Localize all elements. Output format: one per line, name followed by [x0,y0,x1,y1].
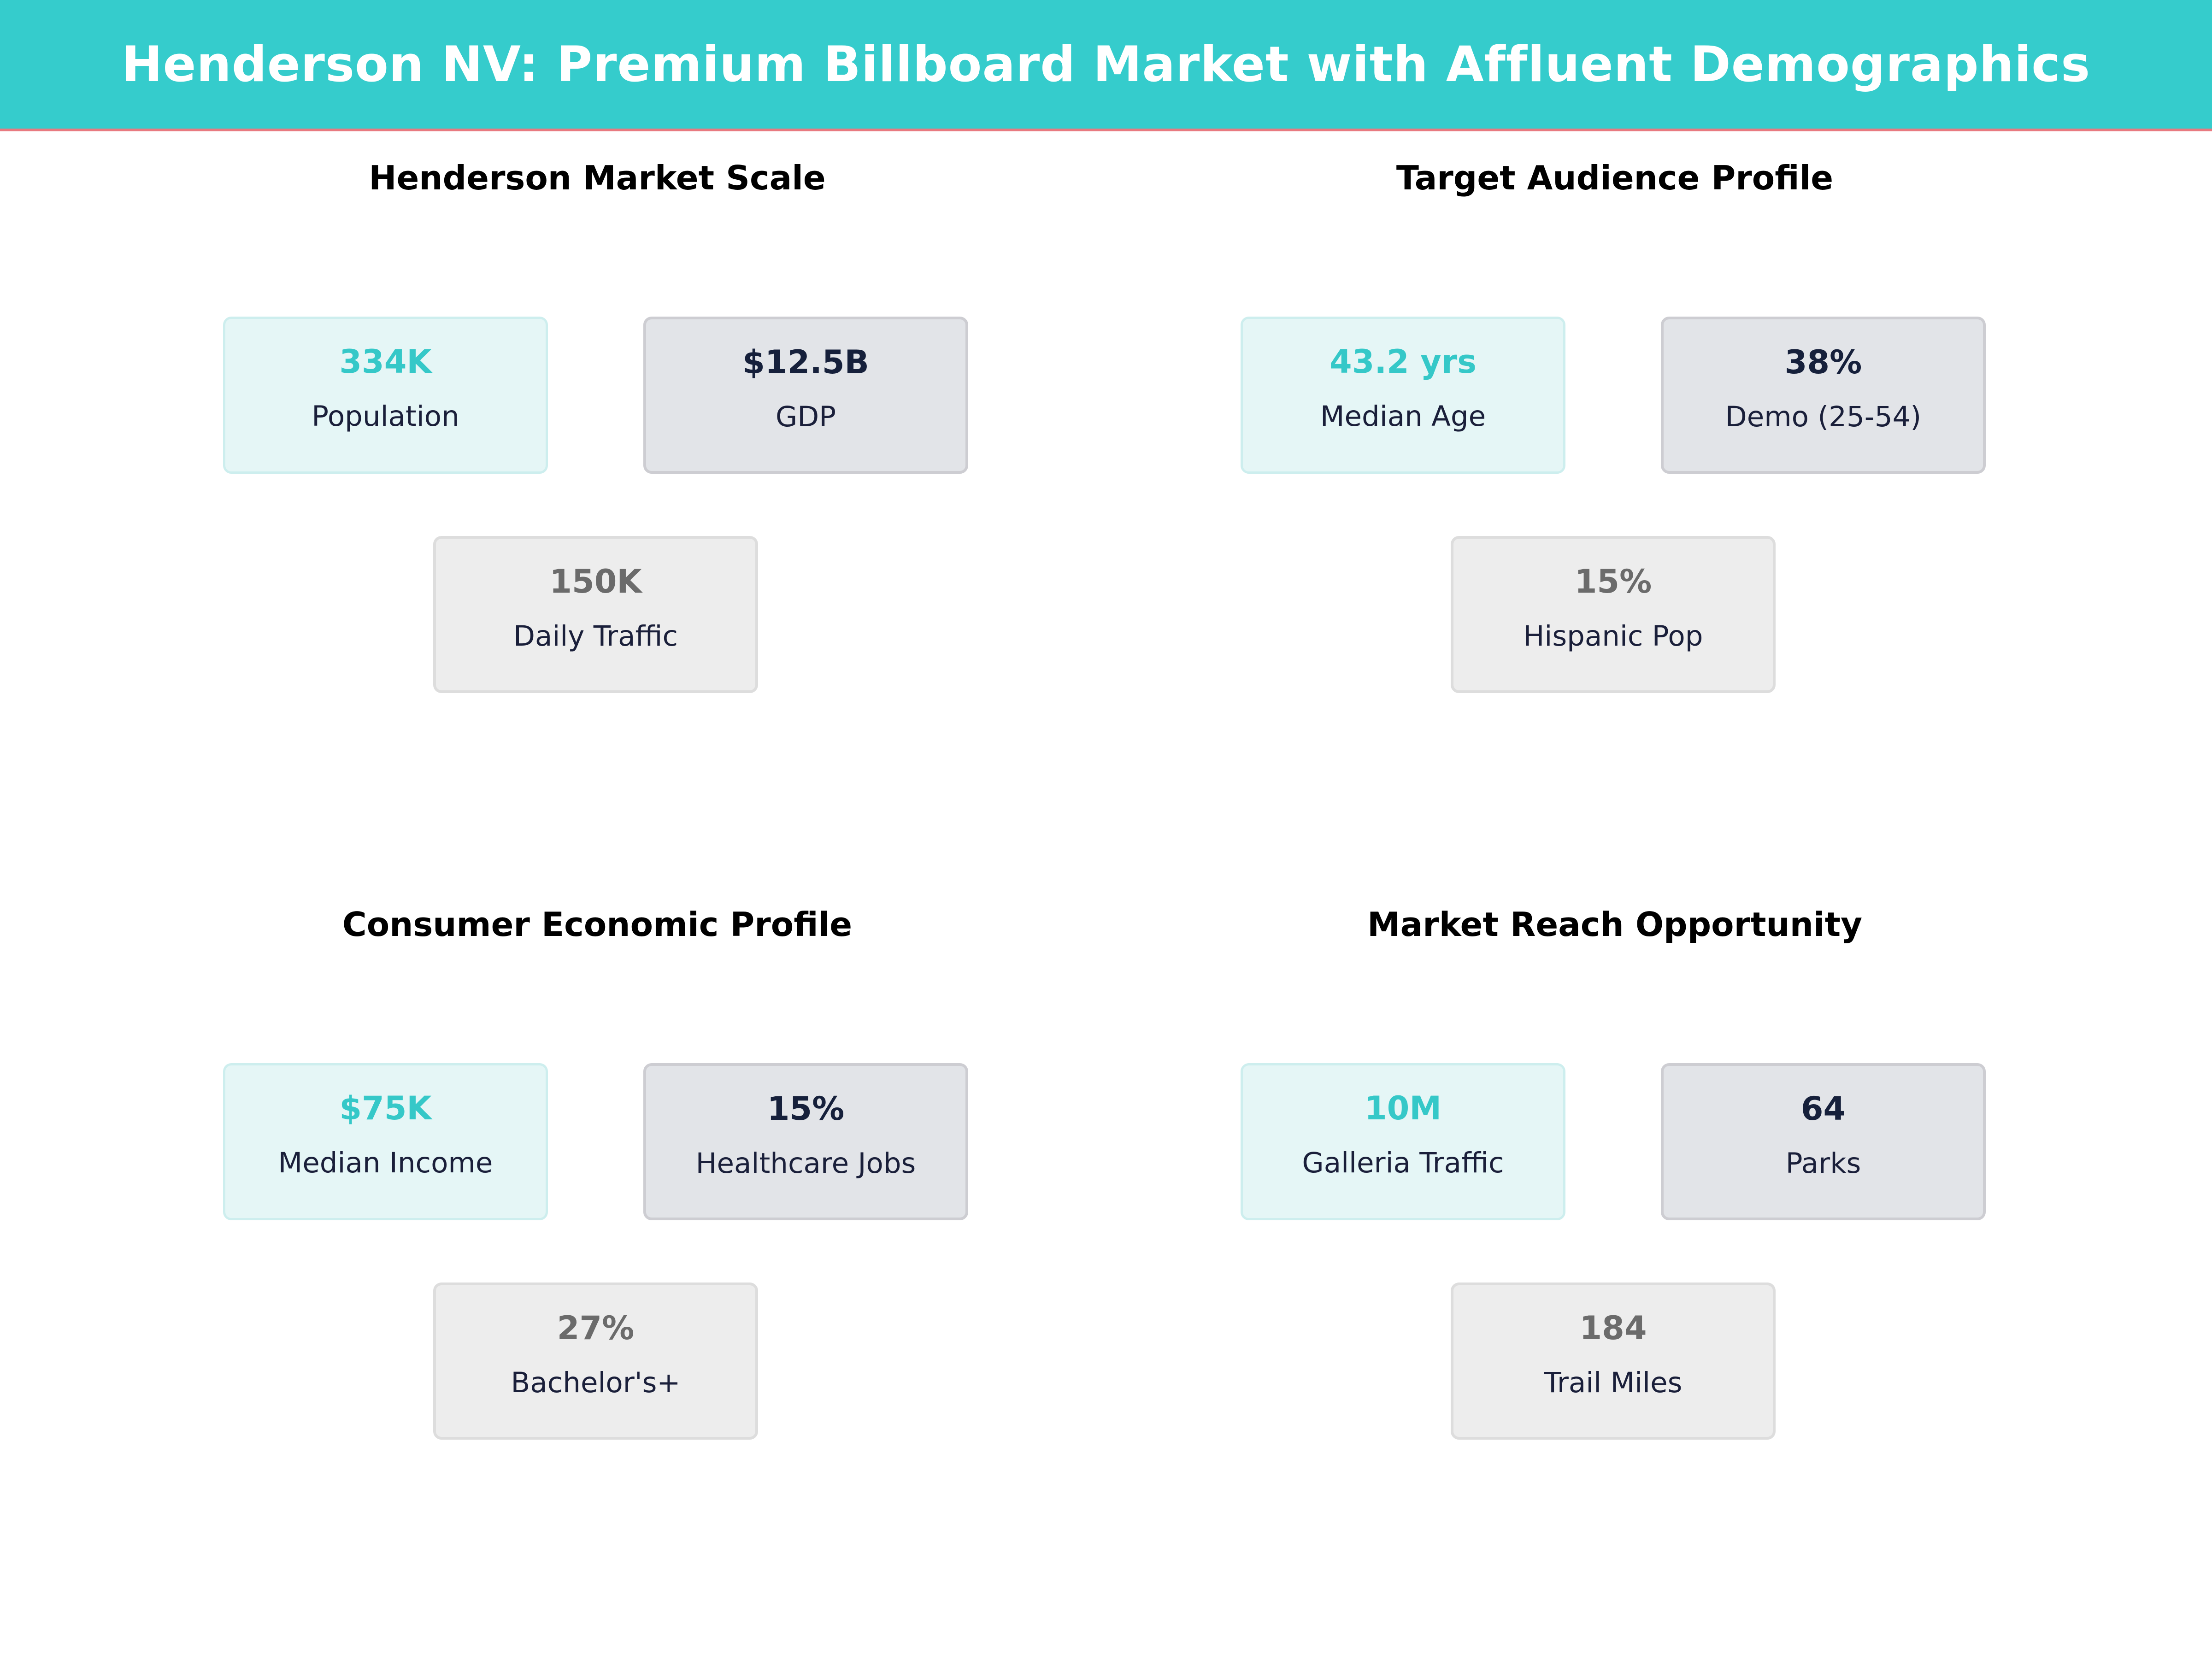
metric-value: 10M [1364,1089,1442,1127]
metric-label: Daily Traffic [513,620,678,653]
metric-label: Parks [1785,1147,1861,1180]
header-banner: Henderson NV: Premium Billboard Market w… [0,0,2212,131]
metric-label: Demo (25-54) [1725,400,1922,433]
panel-target-audience: Target Audience Profile 43.2 yrs Median … [1108,157,2122,848]
metric-label: Median Age [1320,400,1486,433]
panel-title: Consumer Economic Profile [342,905,853,944]
card-group: 43.2 yrs Median Age 38% Demo (25-54) 15%… [1241,317,1986,693]
metric-card-median-income: $75K Median Income [223,1063,548,1220]
metric-label: Healthcare Jobs [695,1147,916,1180]
panel-title: Market Reach Opportunity [1367,905,1863,944]
metric-card-trail-miles: 184 Trail Miles [1451,1282,1776,1440]
metric-value: 15% [1574,563,1652,600]
metric-card-hispanic-pop: 15% Hispanic Pop [1451,536,1776,693]
metric-card-gdp: $12.5B GDP [643,317,968,474]
metric-label: GDP [775,400,836,433]
metric-label: Galleria Traffic [1302,1147,1504,1179]
metric-card-parks: 64 Parks [1661,1063,1986,1220]
metric-label: Bachelor's+ [511,1366,681,1399]
metric-value: 27% [557,1309,635,1347]
metric-value: 150K [549,563,642,600]
metric-card-median-age: 43.2 yrs Median Age [1241,317,1565,474]
metric-value: 43.2 yrs [1330,343,1477,381]
metric-card-healthcare-jobs: 15% Healthcare Jobs [643,1063,968,1220]
card-group: $75K Median Income 15% Healthcare Jobs 2… [223,1063,968,1440]
panel-title: Henderson Market Scale [369,159,826,197]
metric-card-demo: 38% Demo (25-54) [1661,317,1986,474]
metric-card-population: 334K Population [223,317,548,474]
panel-market-scale: Henderson Market Scale 334K Population $… [90,157,1104,848]
metric-label: Trail Miles [1544,1366,1683,1399]
metric-label: Hispanic Pop [1523,620,1703,653]
card-group: 10M Galleria Traffic 64 Parks 184 Trail … [1241,1063,1986,1440]
panel-consumer-economic: Consumer Economic Profile $75K Median In… [90,903,1104,1594]
metric-value: 64 [1800,1090,1846,1128]
panel-title: Target Audience Profile [1396,159,1834,197]
metric-value: 184 [1579,1309,1647,1347]
metric-value: 15% [767,1090,845,1128]
metric-value: 334K [339,343,432,381]
metric-value: $75K [339,1089,432,1127]
panel-market-reach: Market Reach Opportunity 10M Galleria Tr… [1108,903,2122,1594]
metric-value: $12.5B [742,343,869,381]
card-group: 334K Population $12.5B GDP 150K Daily Tr… [223,317,968,693]
metric-value: 38% [1784,343,1862,381]
metric-label: Median Income [278,1147,493,1179]
metric-card-daily-traffic: 150K Daily Traffic [433,536,758,693]
page-title: Henderson NV: Premium Billboard Market w… [121,36,2091,93]
metric-card-galleria-traffic: 10M Galleria Traffic [1241,1063,1565,1220]
metric-label: Population [312,400,459,433]
metric-card-bachelors: 27% Bachelor's+ [433,1282,758,1440]
